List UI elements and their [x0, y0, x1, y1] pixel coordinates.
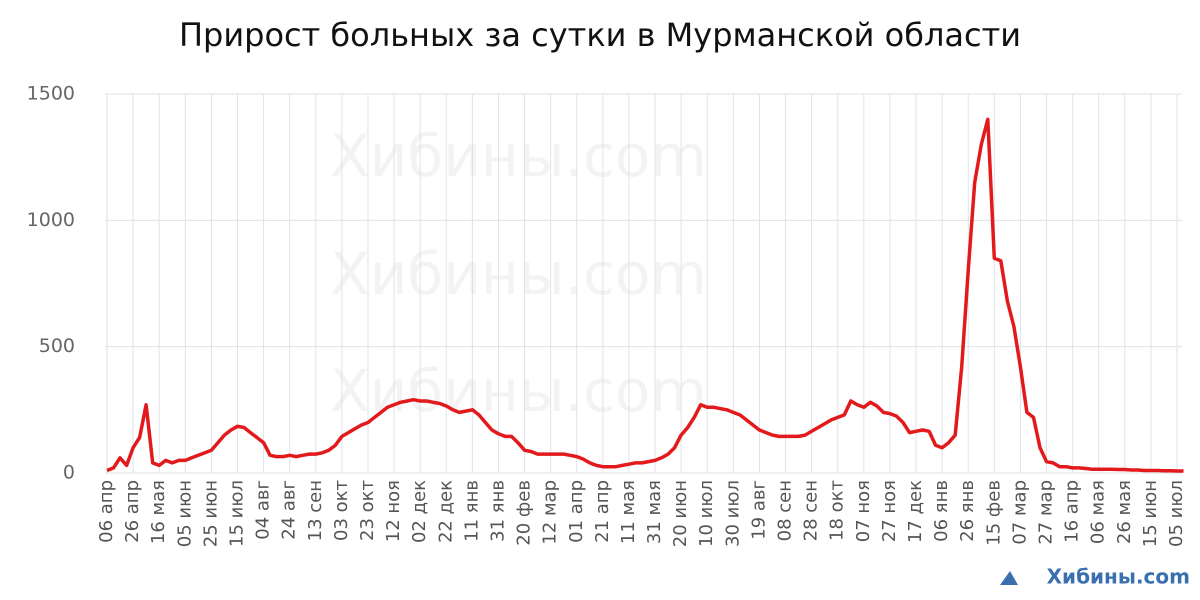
x-tick-label: 16 мая — [148, 480, 169, 544]
x-tick-label: 25 июн — [200, 480, 221, 547]
data-line — [106, 117, 1184, 473]
watermark: Хибины.com — [330, 122, 707, 190]
x-tick-label: 05 июн — [174, 480, 195, 547]
y-tick-label: 500 — [39, 335, 75, 357]
x-tick-label: 12 ноя — [383, 480, 404, 542]
x-tick-label: 01 апр — [566, 480, 587, 543]
x-tick-label: 11 янв — [461, 480, 482, 542]
x-tick-label: 26 мая — [1114, 480, 1135, 544]
x-tick-label: 11 мая — [618, 480, 639, 544]
x-tick-label: 04 авг — [253, 480, 274, 540]
watermarks: Хибины.com Хибины.com Хибины.com — [330, 122, 707, 425]
x-tick-label: 24 авг — [279, 480, 300, 540]
x-tick-label: 27 мар — [1036, 480, 1057, 545]
x-tick-label: 23 окт — [357, 480, 378, 541]
chart-title: Прирост больных за сутки в Мурманской об… — [179, 16, 1021, 54]
x-tick-label: 02 дек — [409, 480, 430, 543]
watermark: Хибины.com — [330, 357, 707, 425]
x-tick-label: 06 мая — [1088, 480, 1109, 544]
x-tick-label: 26 апр — [122, 480, 143, 543]
x-tick-label: 22 дек — [435, 480, 456, 543]
x-tick-label: 27 ноя — [879, 480, 900, 542]
x-tick-label: 15 июл — [226, 480, 247, 547]
x-tick-label: 30 июл — [722, 480, 743, 547]
x-tick-label: 19 авг — [748, 480, 769, 540]
x-tick-label: 07 мар — [1009, 480, 1030, 545]
x-tick-label: 31 мая — [644, 480, 665, 544]
x-tick-label: 17 дек — [905, 480, 926, 543]
y-tick-label: 1000 — [27, 209, 75, 231]
y-tick-label: 1500 — [27, 83, 75, 105]
x-tick-label: 05 июл — [1166, 480, 1187, 547]
x-tick-label: 20 июн — [670, 480, 691, 547]
y-tick-label: 0 — [63, 462, 75, 484]
x-tick-label: 15 июн — [1140, 480, 1161, 547]
logo-icon — [1000, 571, 1018, 585]
x-tick-label: 15 фев — [983, 480, 1004, 546]
x-tick-label: 12 мар — [540, 480, 561, 545]
logo-text: Хибины.com — [1047, 565, 1190, 589]
x-tick-label: 28 сен — [801, 480, 822, 541]
x-tick-label: 21 апр — [592, 480, 613, 543]
x-tick-label: 16 апр — [1062, 480, 1083, 543]
x-tick-label: 08 сен — [775, 480, 796, 541]
x-tick-label: 26 янв — [957, 480, 978, 542]
x-tick-label: 20 фев — [514, 480, 535, 546]
x-tick-label: 13 сен — [305, 480, 326, 541]
x-tick-label: 06 янв — [931, 480, 952, 542]
x-tick-label: 07 ноя — [853, 480, 874, 542]
x-tick-label: 03 окт — [331, 480, 352, 541]
watermark: Хибины.com — [330, 240, 707, 308]
x-tick-label: 10 июл — [696, 480, 717, 547]
x-tick-label: 06 апр — [96, 480, 117, 543]
x-tick-label: 18 окт — [827, 480, 848, 541]
x-tick-label: 31 янв — [487, 480, 508, 542]
